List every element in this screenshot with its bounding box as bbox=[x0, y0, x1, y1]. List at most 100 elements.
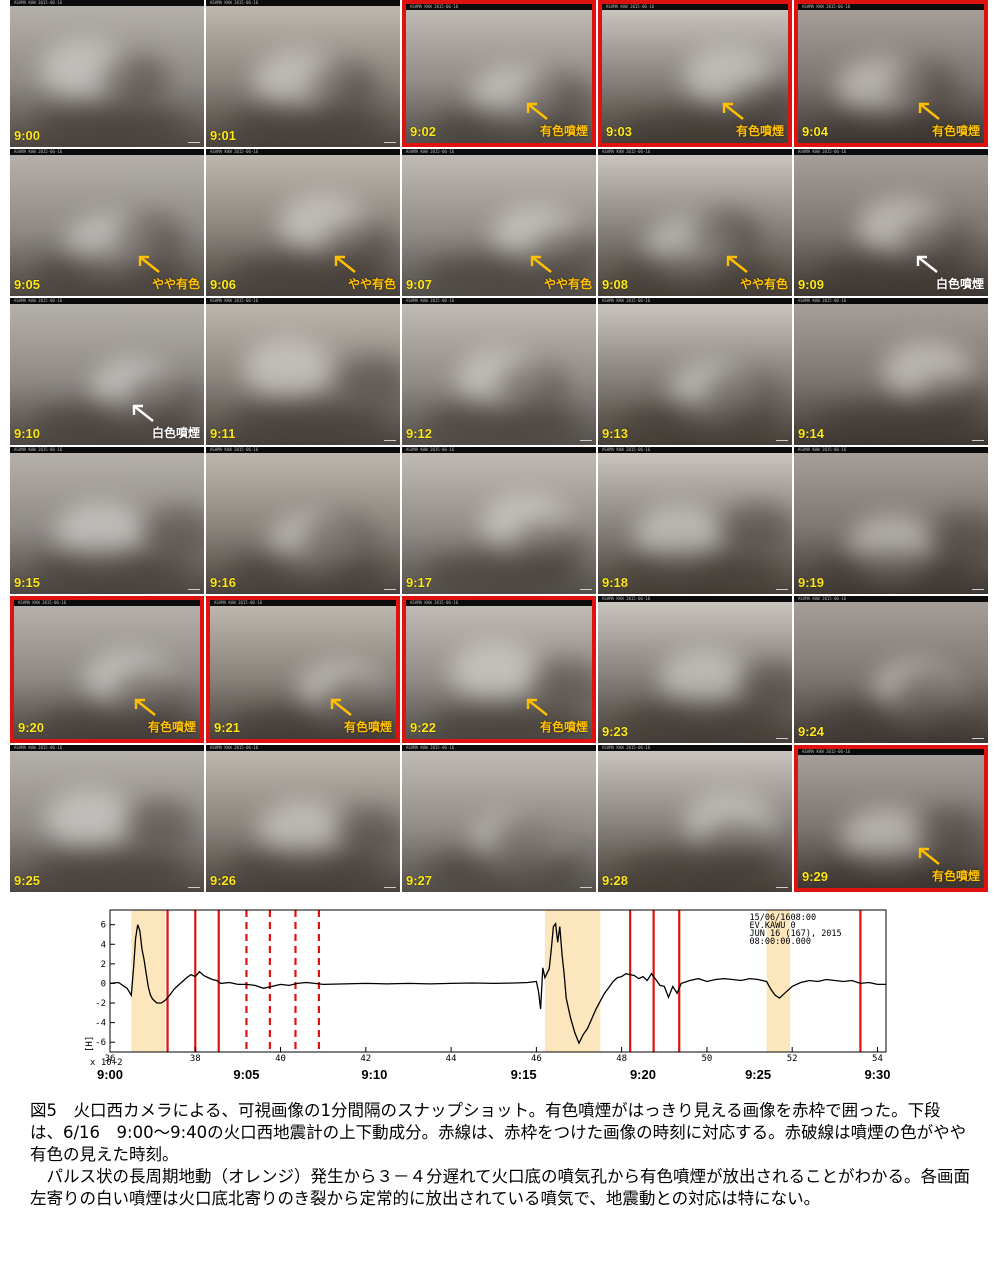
camera-header-text: ASAMA KAW 2015-06-16 bbox=[14, 745, 63, 750]
camera-header-bar: ASAMA KAW 2015-06-16 bbox=[10, 298, 204, 304]
smoke-plume bbox=[659, 649, 749, 709]
y-tick-label: 4 bbox=[101, 940, 106, 950]
scale-bar bbox=[972, 589, 984, 590]
camera-header-text: ASAMA KAW 2015-06-16 bbox=[802, 4, 851, 9]
snapshot-frame: ASAMA KAW 2015-06-16 9:11 bbox=[206, 298, 400, 445]
camera-header-text: ASAMA KAW 2015-06-16 bbox=[210, 0, 259, 5]
snapshot-frame: ASAMA KAW 2015-06-16 9:16 bbox=[206, 447, 400, 594]
smoke-plume bbox=[426, 705, 586, 739]
camera-header-bar: ASAMA KAW 2015-06-16 bbox=[406, 4, 592, 10]
plume-color-label: 有色噴煙 bbox=[735, 124, 784, 138]
smoke-plume bbox=[422, 850, 582, 890]
x-tick-label: 40 bbox=[275, 1054, 286, 1064]
camera-image bbox=[210, 600, 396, 739]
frame-time-label: 9:21 bbox=[214, 720, 241, 735]
scale-bar bbox=[776, 440, 788, 441]
frame-time-label: 9:19 bbox=[798, 575, 825, 590]
plume-color-label: 有色噴煙 bbox=[147, 720, 196, 734]
plume-color-label: 白色噴煙 bbox=[935, 277, 984, 291]
camera-image bbox=[10, 745, 204, 892]
smoke-plume bbox=[618, 403, 778, 443]
camera-header-text: ASAMA KAW 2015-06-16 bbox=[14, 0, 63, 5]
scale-bar bbox=[384, 142, 396, 143]
smoke-plume bbox=[814, 254, 974, 294]
camera-header-text: ASAMA KAW 2015-06-16 bbox=[602, 596, 651, 601]
x-tick-label: 42 bbox=[360, 1054, 371, 1064]
snapshot-frame: ASAMA KAW 2015-06-16 9:15 bbox=[10, 447, 204, 594]
scale-bar bbox=[580, 589, 592, 590]
seismic-trace bbox=[109, 922, 886, 1045]
scale-bar bbox=[188, 142, 200, 143]
arrow-icon bbox=[138, 255, 160, 273]
caption-paragraph-2: パルス状の長周期地動（オレンジ）発生から３－４分遅れて火口底の噴気孔から有色噴煙… bbox=[30, 1167, 971, 1208]
x-tick-label: 38 bbox=[190, 1054, 201, 1064]
snapshot-frame: ASAMA KAW 2015-06-16 9:21 有色噴煙 bbox=[206, 596, 400, 743]
frame-time-label: 9:22 bbox=[410, 720, 437, 735]
snapshot-frame: ASAMA KAW 2015-06-16 9:22 有色噴煙 bbox=[402, 596, 596, 743]
scale-bar bbox=[580, 887, 592, 888]
snapshot-frame: ASAMA KAW 2015-06-16 9:14 bbox=[794, 298, 988, 445]
camera-image bbox=[598, 149, 792, 296]
scale-bar bbox=[580, 440, 592, 441]
smoke-plume bbox=[618, 701, 778, 741]
scale-bar bbox=[776, 738, 788, 739]
camera-header-bar: ASAMA KAW 2015-06-16 bbox=[206, 149, 400, 155]
camera-image bbox=[794, 149, 988, 296]
smoke-plume bbox=[30, 850, 190, 890]
snapshot-frame: ASAMA KAW 2015-06-16 9:04 有色噴煙 bbox=[794, 0, 988, 147]
arrow-icon bbox=[722, 102, 744, 120]
frame-time-label: 9:09 bbox=[798, 277, 825, 292]
camera-header-bar: ASAMA KAW 2015-06-16 bbox=[602, 4, 788, 10]
snapshot-frame: ASAMA KAW 2015-06-16 9:26 bbox=[206, 745, 400, 892]
chart-header-line: JUN 16 (167), 2015 bbox=[750, 929, 842, 939]
camera-header-bar: ASAMA KAW 2015-06-16 bbox=[402, 149, 596, 155]
smoke-plume bbox=[278, 195, 368, 255]
smoke-plume bbox=[30, 105, 190, 145]
arrow-icon bbox=[916, 255, 938, 273]
smoke-plume bbox=[253, 51, 343, 111]
smoke-plume bbox=[230, 705, 390, 739]
figure-caption: 図5 火口西カメラによる、可視画像の1分間隔のスナップショット。有色噴煙がはっき… bbox=[30, 1100, 970, 1210]
scale-bar bbox=[188, 887, 200, 888]
frame-time-label: 9:04 bbox=[802, 124, 829, 139]
smoke-plume bbox=[622, 109, 782, 143]
frame-time-label: 9:20 bbox=[18, 720, 45, 735]
camera-image bbox=[794, 596, 988, 743]
camera-header-bar: ASAMA KAW 2015-06-16 bbox=[10, 447, 204, 453]
smoke-plume bbox=[836, 58, 926, 118]
camera-header-bar: ASAMA KAW 2015-06-16 bbox=[206, 745, 400, 751]
smoke-plume bbox=[814, 701, 974, 741]
x-multiplier: x 10+2 bbox=[90, 1058, 123, 1068]
frame-time-label: 9:15 bbox=[14, 575, 41, 590]
camera-header-text: ASAMA KAW 2015-06-16 bbox=[210, 447, 259, 452]
smoke-plume bbox=[818, 109, 978, 143]
camera-header-bar: ASAMA KAW 2015-06-16 bbox=[798, 749, 984, 755]
time-axis-label: 9:15 bbox=[511, 1067, 537, 1082]
caption-paragraph-1: 図5 火口西カメラによる、可視画像の1分間隔のスナップショット。有色噴煙がはっき… bbox=[30, 1101, 967, 1164]
y-tick-label: -4 bbox=[95, 1019, 106, 1029]
smoke-plume bbox=[309, 62, 379, 112]
frame-time-label: 9:05 bbox=[14, 277, 41, 292]
camera-header-bar: ASAMA KAW 2015-06-16 bbox=[206, 298, 400, 304]
time-axis-label: 9:05 bbox=[233, 1067, 259, 1082]
frame-time-label: 9:24 bbox=[798, 724, 825, 739]
camera-header-bar: ASAMA KAW 2015-06-16 bbox=[798, 4, 984, 10]
time-axis-label: 9:20 bbox=[630, 1067, 656, 1082]
frame-time-label: 9:25 bbox=[14, 873, 41, 888]
camera-header-bar: ASAMA KAW 2015-06-16 bbox=[598, 447, 792, 453]
camera-image bbox=[402, 298, 596, 445]
scale-bar bbox=[972, 738, 984, 739]
plume-color-label: やや有色 bbox=[347, 277, 396, 291]
camera-header-text: ASAMA KAW 2015-06-16 bbox=[410, 4, 459, 9]
smoke-plume bbox=[426, 109, 586, 143]
snapshot-frame: ASAMA KAW 2015-06-16 9:24 bbox=[794, 596, 988, 743]
smoke-plume bbox=[226, 254, 386, 294]
smoke-plume bbox=[456, 350, 546, 410]
arrow-icon bbox=[134, 698, 156, 716]
camera-header-text: ASAMA KAW 2015-06-16 bbox=[18, 600, 67, 605]
smoke-plume bbox=[618, 552, 778, 592]
camera-header-bar: ASAMA KAW 2015-06-16 bbox=[10, 745, 204, 751]
pulse-band bbox=[131, 910, 166, 1052]
